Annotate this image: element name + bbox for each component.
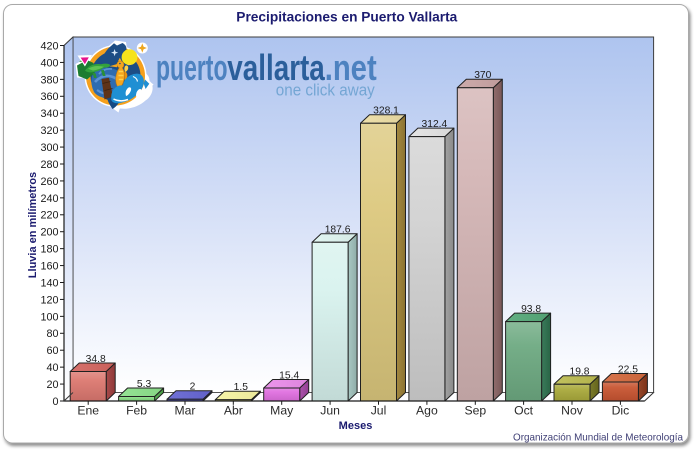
- svg-text:2: 2: [190, 382, 196, 393]
- svg-text:one click away: one click away: [276, 80, 375, 99]
- svg-text:360: 360: [40, 91, 58, 103]
- svg-text:Ago: Ago: [416, 404, 438, 418]
- svg-text:Sep: Sep: [464, 404, 486, 418]
- svg-text:0: 0: [52, 396, 58, 408]
- svg-text:Oct: Oct: [514, 404, 534, 418]
- svg-text:400: 400: [40, 57, 58, 69]
- svg-text:Jul: Jul: [371, 404, 387, 418]
- svg-text:1.5: 1.5: [234, 382, 249, 393]
- svg-text:34.8: 34.8: [86, 354, 106, 365]
- svg-text:15.4: 15.4: [279, 370, 299, 381]
- svg-text:300: 300: [40, 142, 58, 154]
- svg-text:370: 370: [474, 70, 491, 81]
- svg-text:120: 120: [40, 294, 58, 306]
- svg-text:Dic: Dic: [612, 404, 630, 418]
- svg-text:Jun: Jun: [320, 404, 340, 418]
- svg-text:312.4: 312.4: [422, 119, 448, 130]
- svg-text:19.8: 19.8: [569, 367, 589, 378]
- svg-text:100: 100: [40, 311, 58, 323]
- svg-text:380: 380: [40, 74, 58, 86]
- svg-text:Ene: Ene: [77, 404, 99, 418]
- svg-text:Mar: Mar: [175, 404, 196, 418]
- svg-text:.net: .net: [325, 47, 377, 88]
- svg-text:Meses: Meses: [339, 420, 373, 432]
- svg-text:May: May: [270, 404, 294, 418]
- svg-text:Feb: Feb: [126, 404, 147, 418]
- svg-text:340: 340: [40, 108, 58, 120]
- svg-text:Organización Mundial de Meteor: Organización Mundial de Meteorología: [513, 432, 683, 444]
- svg-text:280: 280: [40, 159, 58, 171]
- svg-text:160: 160: [40, 260, 58, 272]
- svg-text:328.1: 328.1: [373, 106, 399, 117]
- svg-text:200: 200: [40, 227, 58, 239]
- svg-text:5.3: 5.3: [137, 379, 152, 390]
- svg-text:Nov: Nov: [561, 404, 584, 418]
- svg-text:puerto: puerto: [156, 47, 228, 88]
- svg-text:420: 420: [40, 40, 58, 52]
- svg-text:60: 60: [46, 345, 58, 357]
- svg-text:vallarta: vallarta: [227, 47, 325, 88]
- svg-text:240: 240: [40, 193, 58, 205]
- svg-text:Lluvia en milímetros: Lluvia en milímetros: [27, 172, 39, 278]
- svg-text:320: 320: [40, 125, 58, 137]
- svg-text:80: 80: [46, 328, 58, 340]
- svg-text:187.6: 187.6: [325, 225, 351, 236]
- svg-text:Abr: Abr: [224, 404, 243, 418]
- svg-text:20: 20: [46, 379, 58, 391]
- svg-text:260: 260: [40, 176, 58, 188]
- svg-text:140: 140: [40, 277, 58, 289]
- svg-text:22.5: 22.5: [618, 364, 638, 375]
- svg-text:180: 180: [40, 244, 58, 256]
- svg-text:93.8: 93.8: [521, 304, 541, 315]
- svg-text:220: 220: [40, 210, 58, 222]
- svg-text:40: 40: [46, 362, 58, 374]
- svg-text:Precipitaciones en Puerto Vall: Precipitaciones en Puerto Vallarta: [236, 10, 457, 25]
